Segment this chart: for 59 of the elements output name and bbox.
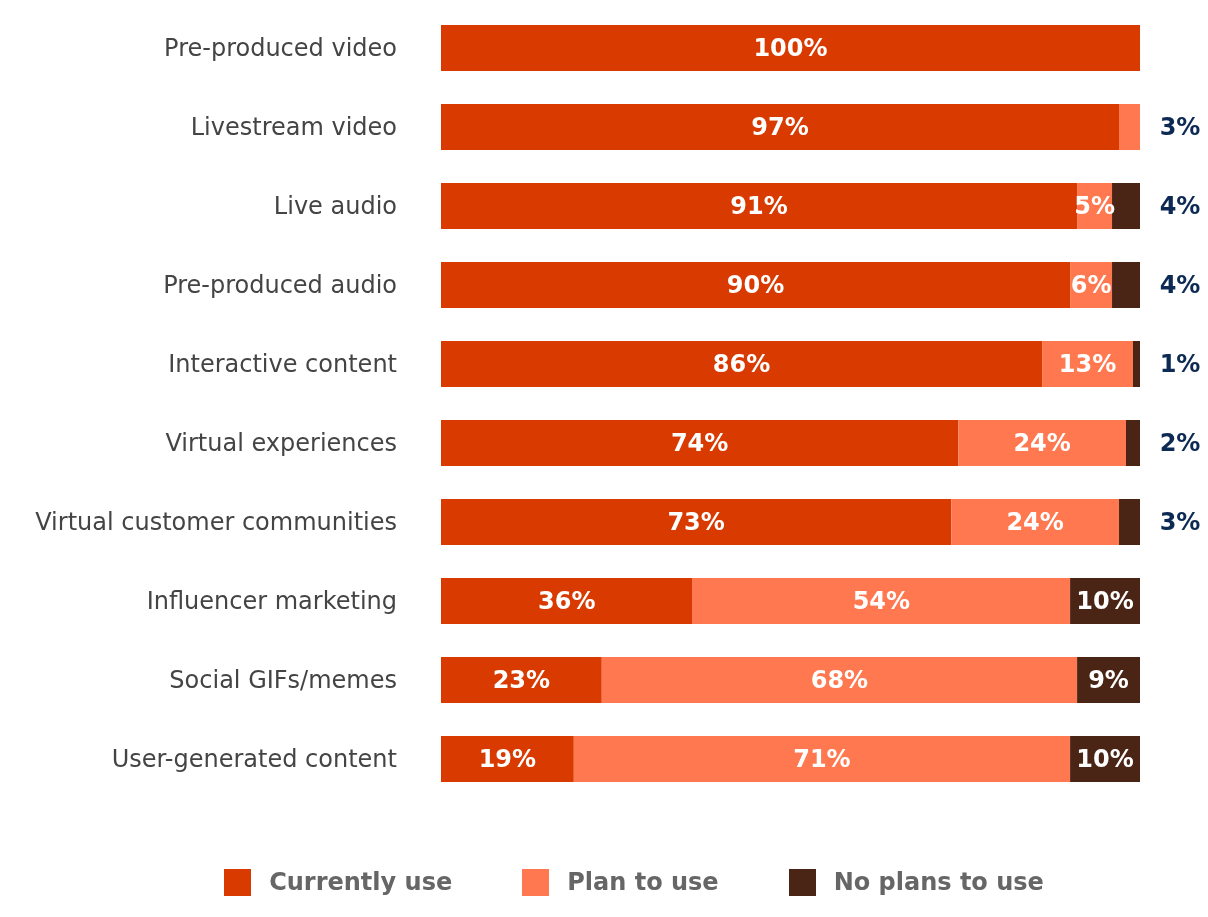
y-tick-label: Virtual experiences	[165, 429, 397, 458]
bar	[601, 657, 1078, 703]
y-tick-label: User-generated content	[111, 745, 397, 774]
bar	[441, 657, 602, 703]
data-label: 3%	[1159, 113, 1201, 141]
y-tick-label: Livestream video	[190, 113, 397, 142]
data-label: 36%	[538, 587, 596, 615]
legend-label: Currently use	[269, 868, 453, 896]
data-label: 74%	[670, 429, 729, 457]
data-label: 6%	[1070, 271, 1112, 299]
bar	[441, 25, 1140, 71]
data-label: 24%	[1013, 429, 1071, 457]
bar	[692, 578, 1071, 624]
y-tick-label: Influencer marketing	[146, 587, 397, 616]
legend-label: Plan to use	[567, 868, 719, 896]
legend-label: No plans to use	[833, 868, 1044, 896]
data-label: 73%	[667, 508, 725, 536]
bar	[441, 104, 1120, 150]
y-tick-label: Interactive content	[168, 350, 397, 379]
bar	[441, 341, 1043, 387]
bar	[1126, 420, 1140, 466]
data-label: 91%	[730, 192, 788, 220]
data-label: 54%	[852, 587, 911, 615]
bar	[441, 736, 574, 782]
data-label: 2%	[1159, 429, 1201, 457]
y-tick-label: Social GIFs/memes	[169, 666, 397, 695]
data-label: 19%	[478, 745, 537, 773]
bar	[441, 262, 1071, 308]
data-label: 4%	[1159, 271, 1201, 299]
y-tick-label: Virtual customer communities	[35, 508, 397, 537]
bar	[1119, 104, 1140, 150]
data-label: 90%	[726, 271, 785, 299]
bar	[441, 499, 952, 545]
bar	[1133, 341, 1140, 387]
bar	[441, 578, 693, 624]
bar	[441, 183, 1078, 229]
bar	[441, 420, 959, 466]
data-label: 10%	[1076, 587, 1134, 615]
data-label: 71%	[793, 745, 851, 773]
data-label: 97%	[751, 113, 809, 141]
data-label: 10%	[1076, 745, 1134, 773]
data-label: 4%	[1159, 192, 1201, 220]
data-label: 68%	[810, 666, 869, 694]
bar	[1119, 499, 1140, 545]
data-label: 1%	[1159, 350, 1201, 378]
bar	[1112, 262, 1140, 308]
data-label: 13%	[1058, 350, 1117, 378]
bar	[573, 736, 1071, 782]
data-label: 23%	[492, 666, 551, 694]
y-tick-label: Pre-produced audio	[163, 271, 397, 300]
bar	[958, 420, 1127, 466]
data-label: 3%	[1159, 508, 1201, 536]
bar	[951, 499, 1120, 545]
data-label: 100%	[753, 34, 828, 62]
data-label: 9%	[1088, 666, 1129, 694]
y-tick-label: Pre-produced video	[164, 34, 397, 63]
data-label: 86%	[712, 350, 771, 378]
y-tick-label: Live audio	[273, 192, 397, 221]
data-label: 24%	[1006, 508, 1064, 536]
